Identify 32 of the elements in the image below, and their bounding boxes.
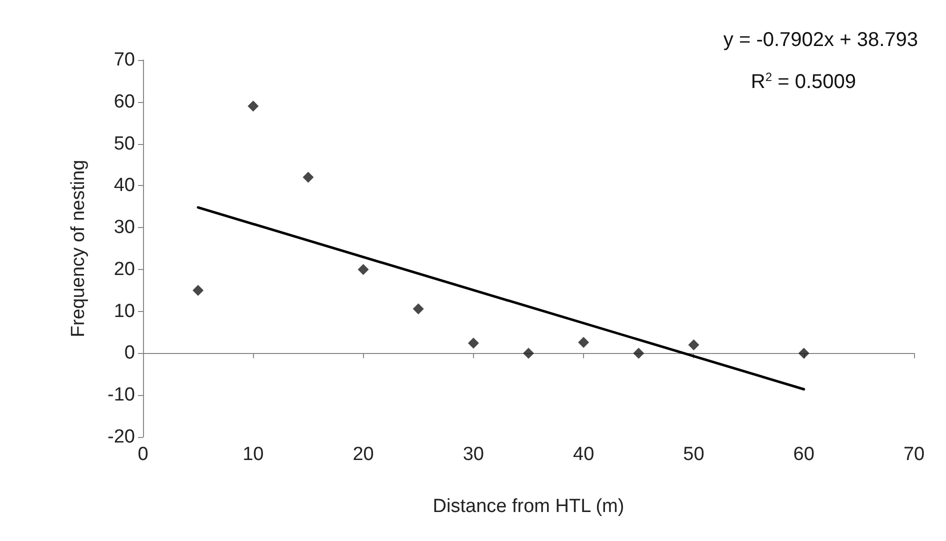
y-tick-label: 10 — [114, 300, 135, 322]
y-tick-label: 60 — [114, 91, 135, 112]
x-tick-label: 30 — [462, 444, 484, 465]
point — [358, 264, 369, 275]
point — [523, 348, 534, 359]
point — [248, 100, 259, 112]
point — [302, 172, 314, 183]
y-axis-title: Frequency of nesting — [68, 160, 89, 338]
x-tick-label: 50 — [683, 444, 704, 465]
text: y = -0.7902x + 38.793 — [723, 29, 918, 51]
point — [633, 348, 644, 359]
x-tick-label: 40 — [573, 444, 594, 465]
y-tick-label: 70 — [114, 50, 135, 70]
x-axis-title: Distance from HTL (m) — [432, 496, 624, 517]
point — [688, 339, 700, 350]
x-tick-label: 0 — [138, 444, 148, 465]
point — [468, 338, 479, 349]
point — [412, 303, 424, 314]
point — [578, 336, 590, 348]
y-tick-label: 30 — [114, 217, 135, 238]
y-tick-label: -10 — [108, 384, 135, 406]
y-tick-label: 20 — [114, 258, 135, 280]
point — [798, 348, 810, 359]
x-tick-label: 60 — [793, 444, 814, 465]
point — [192, 284, 204, 296]
x-tick-label: 70 — [903, 444, 925, 465]
y-tick-label: -20 — [108, 426, 135, 448]
x-tick-label: 10 — [242, 444, 264, 465]
y-tick-label: 50 — [114, 133, 135, 154]
y-tick-label: 0 — [124, 342, 135, 364]
y-tick-label: 40 — [114, 175, 135, 196]
x-tick-label: 20 — [352, 444, 374, 465]
